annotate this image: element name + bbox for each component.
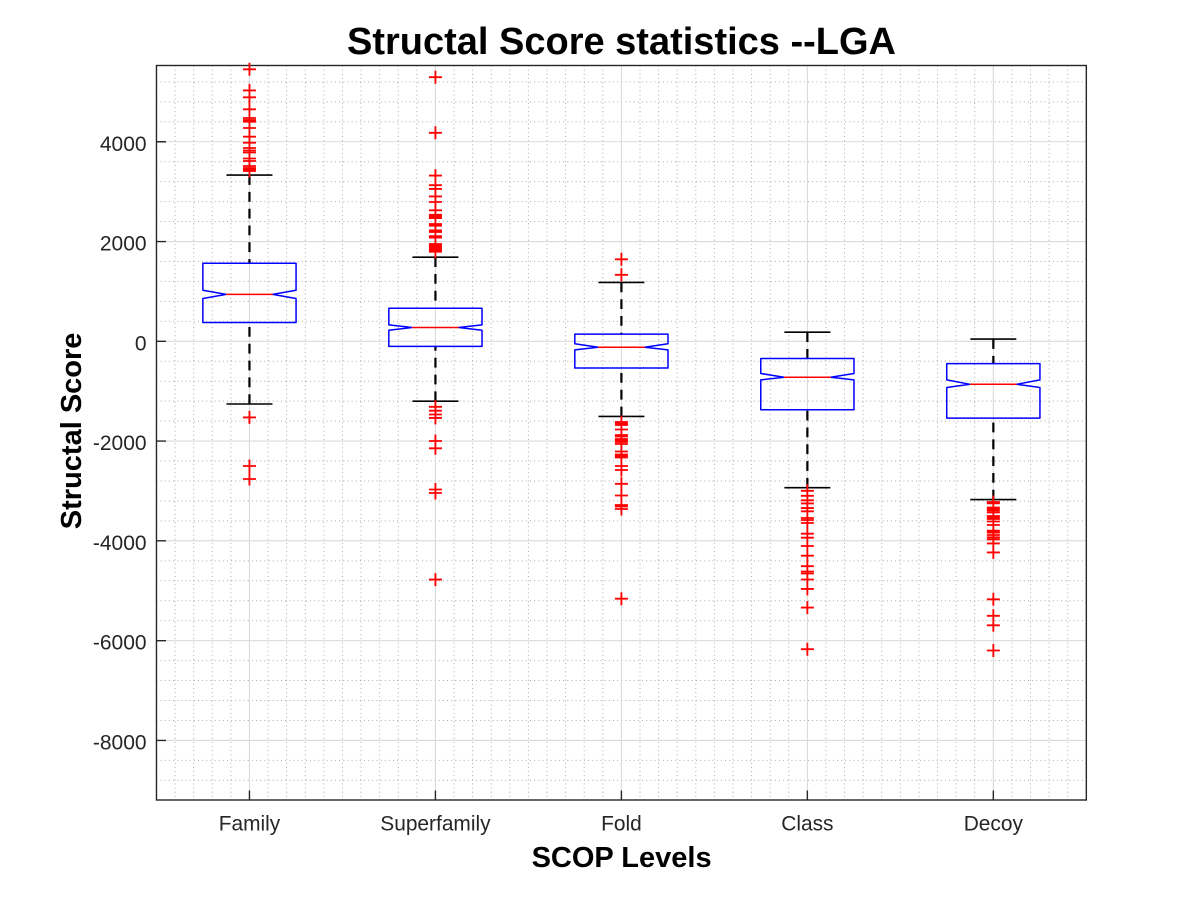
svg-text:Family: Family <box>219 813 281 836</box>
svg-text:4000: 4000 <box>100 133 147 156</box>
svg-text:2000: 2000 <box>100 233 147 256</box>
svg-text:SCOP Levels: SCOP Levels <box>532 842 712 874</box>
svg-text:Superfamily: Superfamily <box>380 813 491 836</box>
svg-text:Decoy: Decoy <box>964 813 1024 836</box>
svg-text:Structal Score statistics --LG: Structal Score statistics --LGA <box>347 21 896 63</box>
svg-text:Fold: Fold <box>601 813 642 836</box>
svg-text:-8000: -8000 <box>93 732 147 755</box>
svg-text:0: 0 <box>135 332 147 355</box>
svg-text:Class: Class <box>781 813 833 836</box>
svg-text:-4000: -4000 <box>93 532 147 555</box>
svg-text:-2000: -2000 <box>93 432 147 455</box>
svg-text:-6000: -6000 <box>93 632 147 655</box>
svg-text:Structal Score: Structal Score <box>56 333 88 530</box>
